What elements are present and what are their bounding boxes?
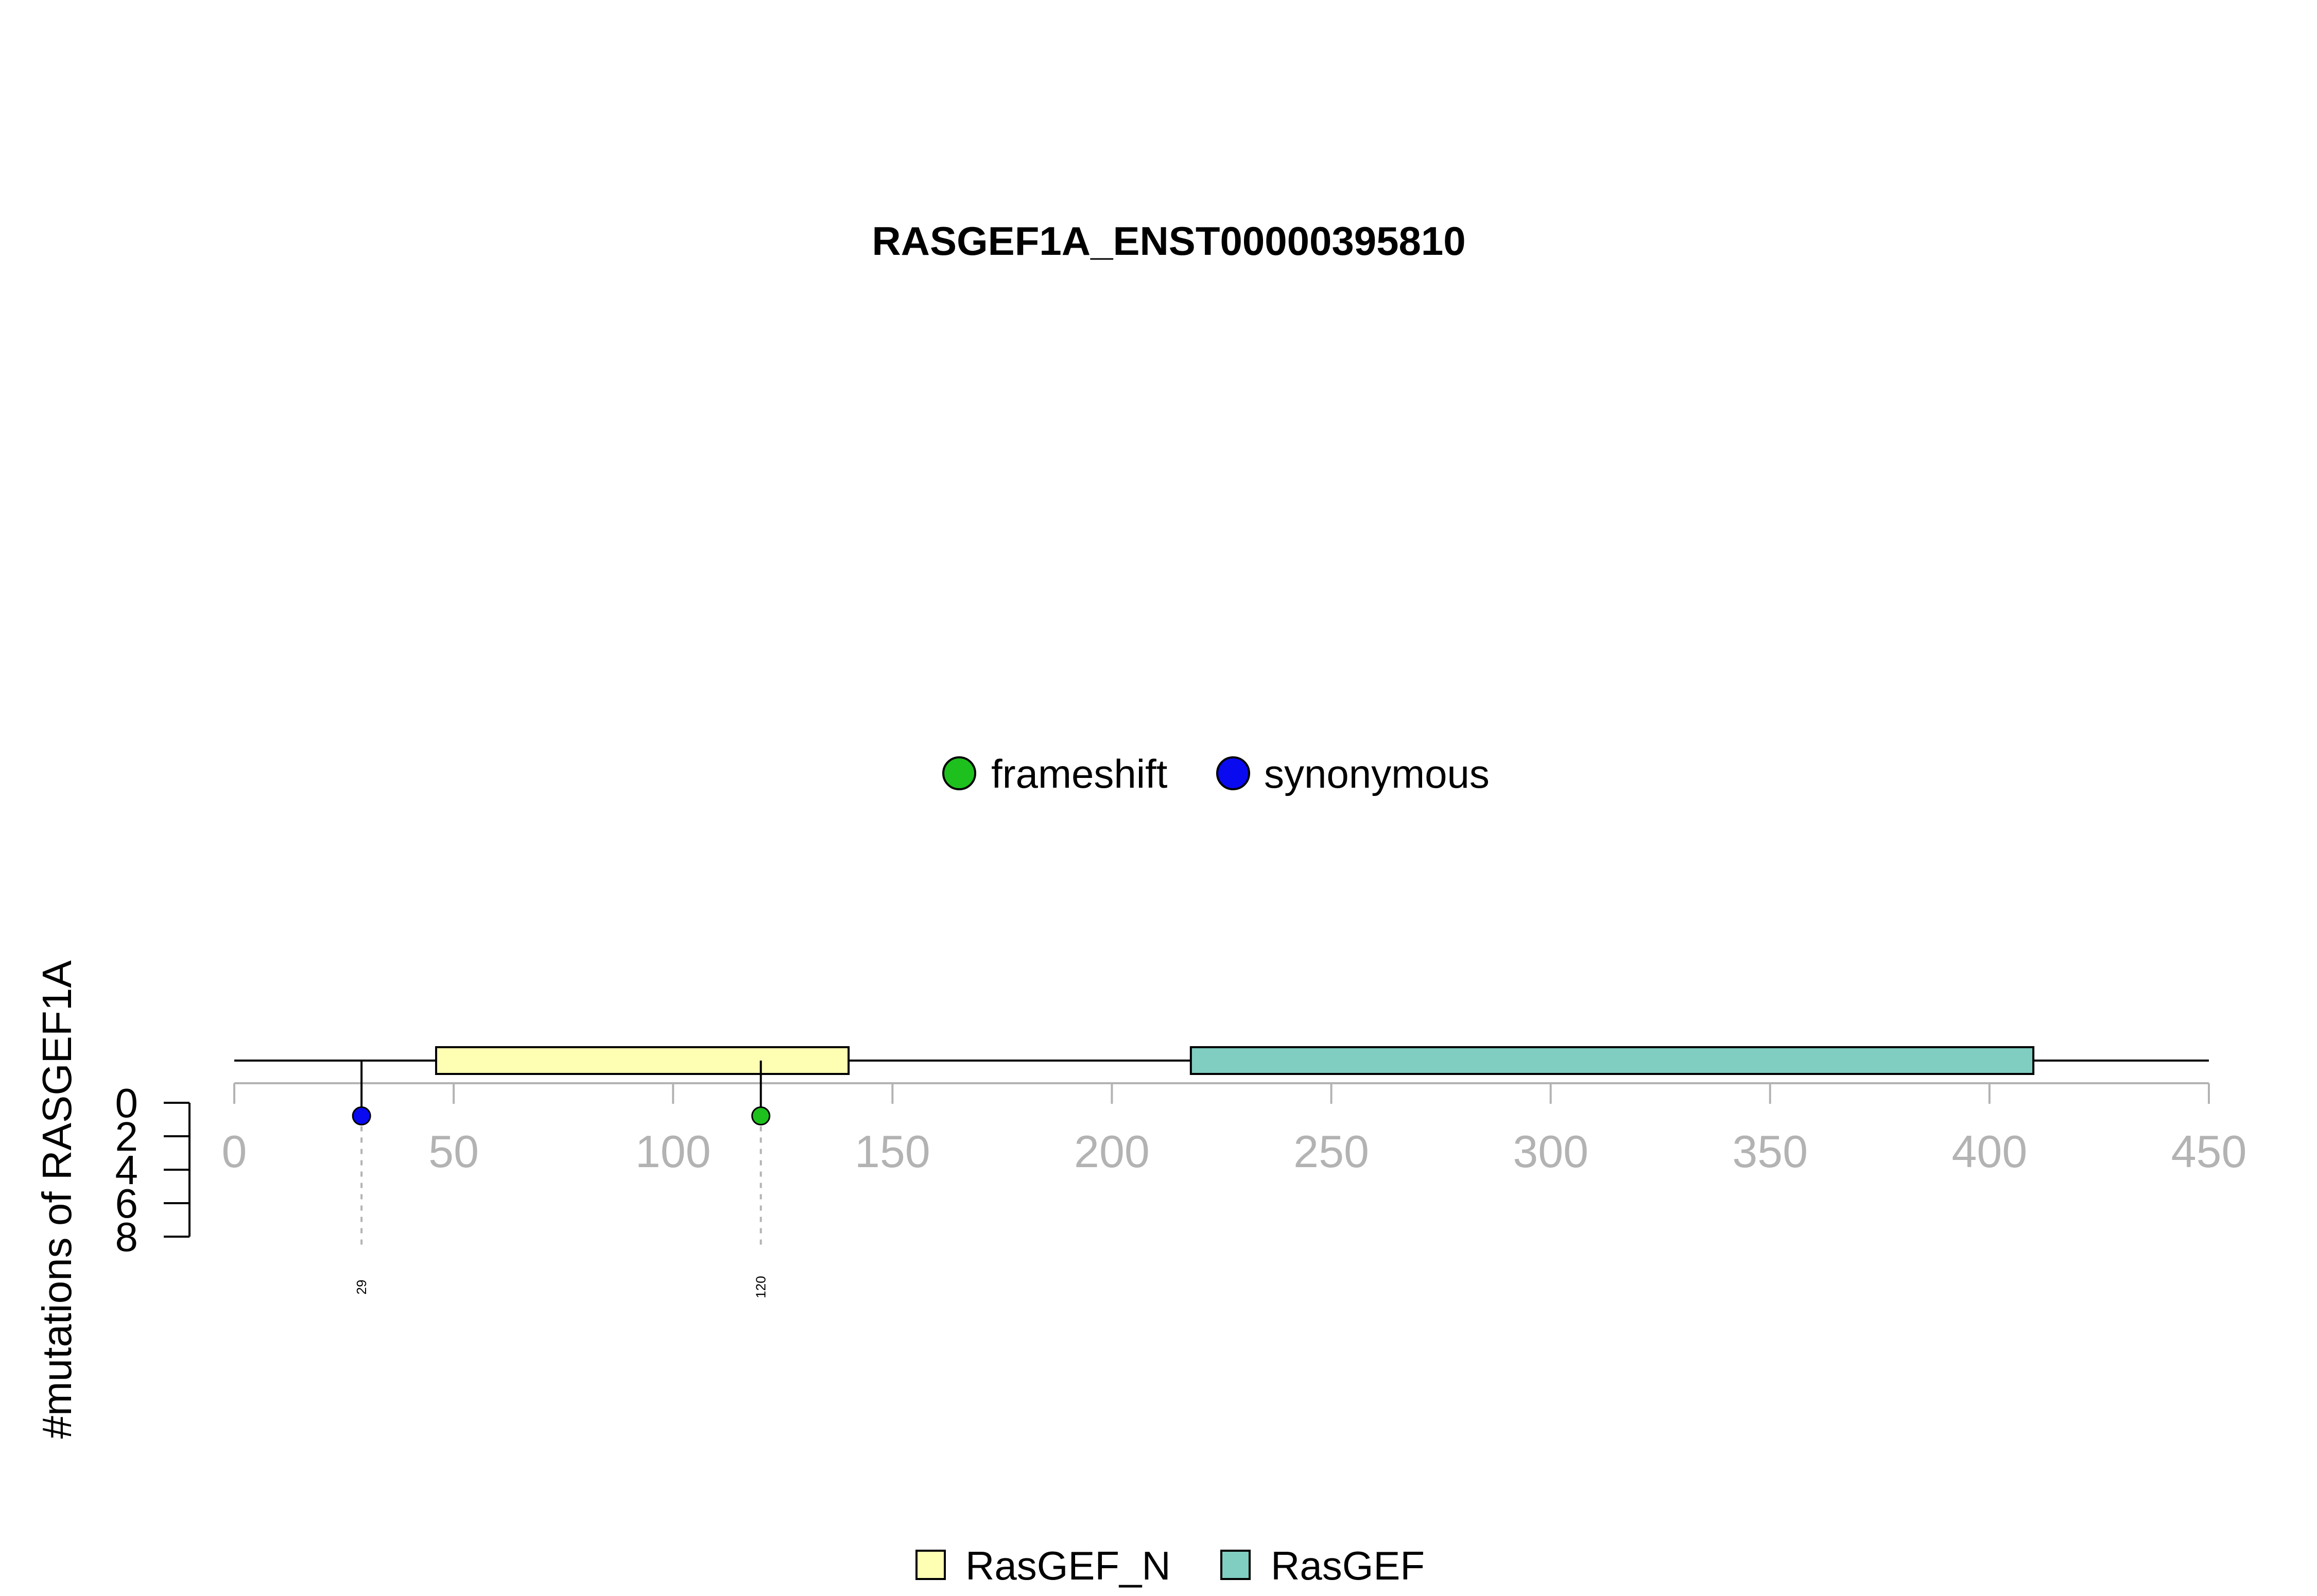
protein-backbone-layer bbox=[234, 1046, 2209, 1075]
x-tick-label-450: 450 bbox=[2171, 1126, 2247, 1177]
mutation-dot-120 bbox=[751, 1106, 771, 1125]
x-tick-label-400: 400 bbox=[1951, 1126, 2027, 1177]
domain-rasgef-n bbox=[435, 1046, 850, 1075]
y-axis-title: #mutations of RASGEF1A bbox=[34, 960, 80, 1439]
mutation-position-label-29: 29 bbox=[354, 1280, 369, 1295]
mutation-legend-swatch-frameshift bbox=[942, 756, 976, 790]
x-tick-label-250: 250 bbox=[1293, 1126, 1369, 1177]
mutation-legend-swatch-synonymous bbox=[1216, 756, 1250, 790]
y-tick-label-2: 2 bbox=[115, 1114, 139, 1159]
x-tick-label-150: 150 bbox=[855, 1126, 930, 1177]
domain-legend-swatch-rasgef bbox=[1220, 1550, 1251, 1580]
mutation-legend: frameshift synonymous bbox=[942, 751, 1490, 796]
x-tick-label-350: 350 bbox=[1732, 1126, 1808, 1177]
y-tick-label-4: 4 bbox=[115, 1147, 139, 1193]
mutation-lollipops: 29 120 bbox=[352, 1061, 771, 1298]
mutation-position-label-120: 120 bbox=[753, 1276, 769, 1298]
x-tick-label-300: 300 bbox=[1513, 1126, 1588, 1177]
x-axis: 0 50 100 150 200 250 300 350 400 450 bbox=[222, 1082, 2247, 1177]
y-tick-label-0: 0 bbox=[115, 1080, 139, 1126]
x-tick-label-100: 100 bbox=[635, 1126, 711, 1177]
mutation-dot-29 bbox=[352, 1106, 371, 1125]
x-tick-label-200: 200 bbox=[1074, 1126, 1150, 1177]
mutation-legend-label-synonymous: synonymous bbox=[1264, 751, 1490, 796]
mutation-legend-label-frameshift: frameshift bbox=[991, 751, 1168, 796]
y-tick-label-8: 8 bbox=[115, 1214, 139, 1260]
domain-rasgef bbox=[1189, 1046, 2035, 1075]
x-tick-label-50: 50 bbox=[428, 1126, 479, 1177]
x-tick-label-0: 0 bbox=[222, 1126, 247, 1177]
domain-legend-label-rasgef: RasGEF bbox=[1271, 1543, 1425, 1588]
domain-legend: RasGEF_N RasGEF bbox=[915, 1543, 1425, 1588]
y-tick-label-6: 6 bbox=[115, 1181, 139, 1226]
chart-title: RASGEF1A_ENST00000395810 bbox=[872, 218, 1465, 264]
domain-legend-label-rasgef-n: RasGEF_N bbox=[965, 1543, 1171, 1588]
domain-legend-swatch-rasgef-n bbox=[915, 1550, 946, 1580]
